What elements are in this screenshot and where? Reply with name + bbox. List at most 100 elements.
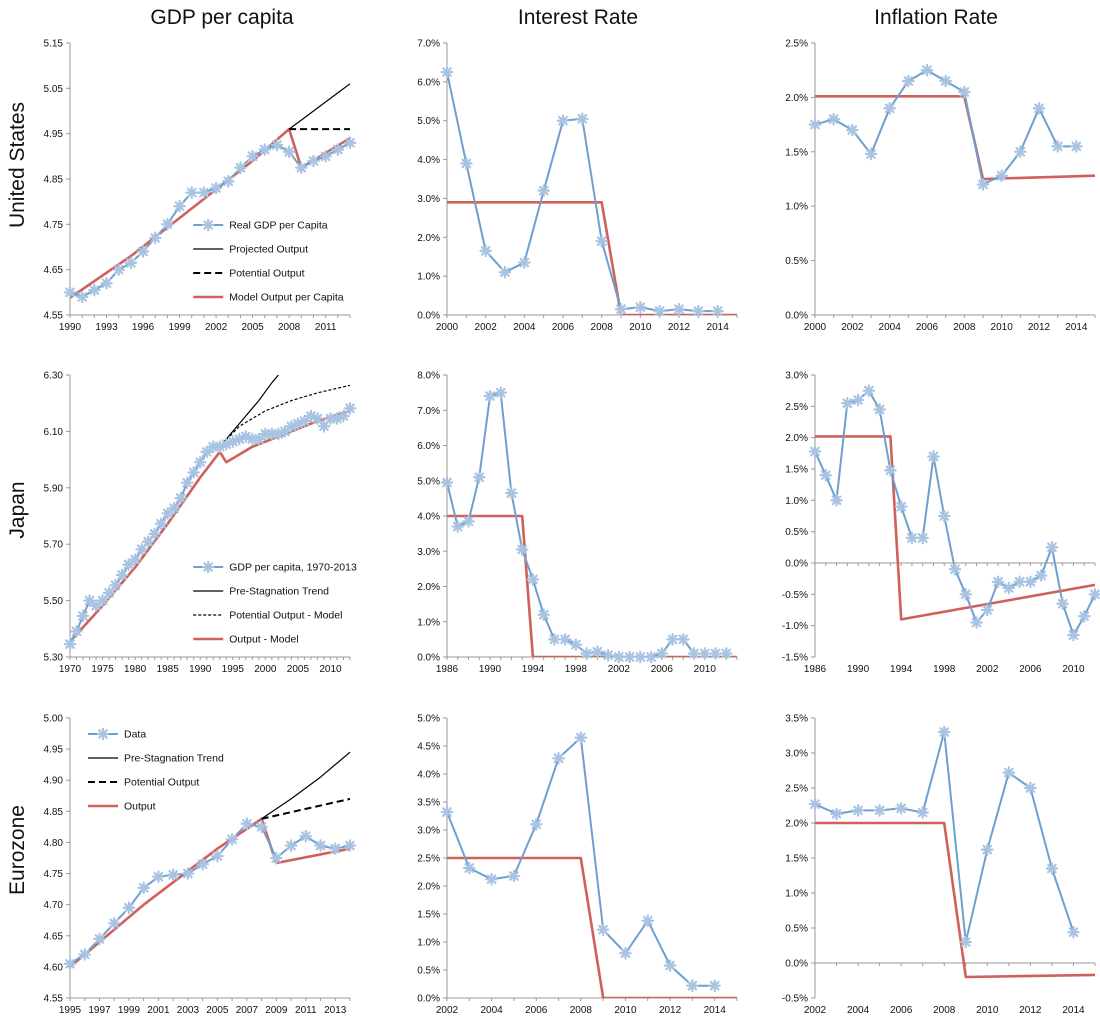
data-point	[1013, 575, 1026, 589]
data-point	[862, 384, 876, 397]
x-tick-label: 2005	[241, 322, 264, 333]
data-point	[115, 568, 129, 582]
data-point	[851, 804, 865, 817]
x-tick-label: 2008	[591, 322, 614, 333]
data-point	[851, 393, 865, 407]
x-tick-label: 1994	[890, 664, 913, 675]
y-tick-label: 4.85	[44, 175, 64, 186]
data-point	[240, 817, 254, 831]
legend-label: Output	[124, 801, 156, 813]
y-tick-label: 5.90	[44, 483, 64, 494]
series-line	[815, 389, 1096, 637]
y-tick-label: 4.90	[44, 776, 64, 787]
data-point	[154, 517, 168, 530]
data-point	[991, 575, 1005, 589]
x-tick-label: 1970	[59, 664, 82, 675]
x-tick-label: 2000	[254, 664, 277, 675]
x-tick-label: 2010	[614, 1005, 637, 1016]
series-line	[447, 514, 737, 657]
x-tick-label: 2008	[953, 322, 976, 333]
data-point	[653, 304, 666, 318]
legend-item: Model Output per Capita	[193, 292, 344, 304]
data-point	[808, 797, 822, 811]
y-tick-label: 0.0%	[785, 559, 808, 570]
legend-item: Data	[88, 727, 146, 741]
legend: GDP per capita, 1970-2013 Pre-Stagnation …	[193, 560, 357, 646]
data-point	[96, 594, 109, 607]
y-tick-label: 2.5%	[417, 854, 440, 865]
data-point	[319, 150, 332, 163]
series-output-model	[70, 409, 351, 643]
x-tick-label: 2010	[976, 1005, 999, 1016]
data-point	[711, 304, 724, 318]
x-tick-label: 2008	[278, 322, 301, 333]
data-point	[574, 731, 588, 744]
data-point	[462, 514, 475, 528]
x-tick-label: 2005	[287, 664, 310, 675]
data-point	[873, 403, 886, 416]
data-point	[959, 588, 973, 601]
data-point	[644, 650, 658, 664]
axes: -1.5% -1.0% -0.5% 0.0% 0.5% 1.0% 1.5% 2.0% 2.5% 3…	[782, 371, 1096, 675]
x-tick-label: 2000	[804, 322, 827, 333]
data-point	[107, 917, 121, 930]
legend-item: GDP per capita, 1970-2013	[193, 560, 357, 574]
data-point	[614, 302, 628, 316]
x-tick-label: 2004	[879, 322, 902, 333]
series-line	[70, 817, 351, 968]
data-point	[692, 304, 705, 318]
y-tick-label: 5.0%	[417, 714, 440, 725]
data-point	[937, 725, 951, 739]
data-point	[507, 869, 521, 883]
y-tick-label: 4.55	[44, 311, 64, 322]
x-tick-label: 2012	[1019, 1005, 1042, 1016]
y-tick-label: 5.0%	[417, 116, 440, 127]
y-tick-label: 0.5%	[417, 966, 440, 977]
data-point	[601, 648, 615, 662]
x-tick-label: 1996	[132, 322, 155, 333]
series-line	[815, 435, 1096, 621]
x-tick-label: 1990	[189, 664, 212, 675]
y-tick-label: 6.30	[44, 371, 64, 382]
data-point	[196, 857, 209, 871]
x-tick-label: 2001	[147, 1005, 170, 1016]
data-point	[167, 502, 181, 515]
y-tick-label: 4.65	[44, 265, 64, 276]
y-tick-label: 5.50	[44, 596, 64, 607]
y-tick-label: 4.95	[44, 745, 64, 756]
x-tick-label: 2008	[570, 1005, 593, 1016]
legend-item: Output - Model	[193, 634, 299, 646]
data-point	[152, 870, 165, 883]
data-point	[337, 409, 350, 423]
series-model	[447, 856, 737, 998]
data-point	[181, 867, 195, 880]
data-point	[234, 161, 247, 174]
x-tick-label: 1975	[91, 664, 114, 675]
data-point	[623, 650, 636, 664]
y-tick-label: 3.5%	[785, 714, 808, 725]
data-point	[576, 112, 589, 126]
data-point	[676, 633, 690, 646]
x-tick-label: 2003	[177, 1005, 200, 1016]
y-tick-label: 5.00	[44, 714, 64, 725]
data-point	[343, 839, 357, 852]
y-tick-label: 4.80	[44, 838, 64, 849]
data-point	[873, 804, 886, 817]
data-point	[672, 302, 686, 316]
data-point	[284, 839, 298, 852]
data-point	[537, 184, 550, 197]
data-point	[193, 455, 207, 469]
data-point	[927, 450, 940, 463]
y-tick-label: 0.0%	[417, 311, 440, 322]
data-point	[246, 150, 259, 163]
series-line	[815, 821, 1096, 979]
x-tick-label: 2002	[841, 322, 864, 333]
data-point	[1034, 569, 1048, 582]
series-pre-stagnation-trend	[219, 375, 279, 448]
series-line	[261, 751, 351, 820]
data-point	[808, 445, 822, 458]
y-tick-label: 4.0%	[417, 770, 440, 781]
y-tick-label: 2.5%	[785, 784, 808, 795]
y-tick-label: 1.5%	[417, 910, 440, 921]
